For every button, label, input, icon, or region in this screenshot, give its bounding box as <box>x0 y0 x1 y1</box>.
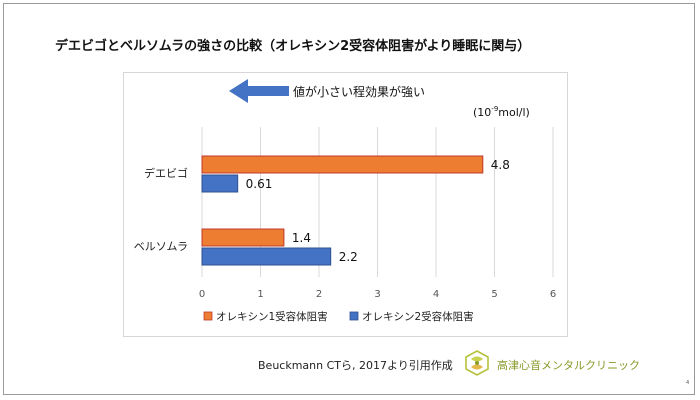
chart-panel: 値が小さい程効果が強い (10-9mol/l) 0 1 2 3 4 5 6 デエビゴ 4.8 0.… <box>123 72 568 337</box>
slide-frame <box>3 3 695 395</box>
data-label: 1.4 <box>292 231 311 245</box>
x-tick-label: 6 <box>550 289 556 300</box>
legend-label-0: オレキシン1受容体阻害 <box>216 310 328 323</box>
unit-suffix: mol/l) <box>498 106 530 119</box>
x-tick-label: 3 <box>374 289 380 300</box>
unit-exponent: -9 <box>491 105 498 113</box>
x-tick-label: 2 <box>316 289 322 300</box>
bar-1-0 <box>201 228 285 247</box>
legend-swatch-0 <box>203 311 213 321</box>
x-tick-label: 5 <box>491 289 497 300</box>
bar-chart: 値が小さい程効果が強い (10-9mol/l) 0 1 2 3 4 5 6 デエビゴ 4.8 0.… <box>134 79 556 323</box>
legend-swatch-1 <box>349 311 359 321</box>
bar-1-1 <box>201 247 332 266</box>
x-tick-label: 1 <box>257 289 263 300</box>
bar-0-1 <box>201 174 239 193</box>
category-label: ベルソムラ <box>134 240 188 253</box>
unit-label: (10-9mol/l) <box>473 105 530 119</box>
left-arrow-icon <box>229 79 289 103</box>
unit-prefix: (10 <box>473 106 491 119</box>
data-label: 2.2 <box>339 250 358 264</box>
bar-0-0 <box>201 155 484 174</box>
chart-title: デエビゴとベルソムラの強さの比較（オレキシン2受容体阻害がより睡眠に関与） <box>55 39 531 54</box>
x-tick-label: 4 <box>433 289 439 300</box>
clinic-logo-icon <box>465 350 489 376</box>
page-number: 4 <box>686 380 690 386</box>
data-label: 4.8 <box>491 158 510 172</box>
annotation-text: 値が小さい程効果が強い <box>293 84 425 99</box>
clinic-name: 高津心音メンタルクリニック <box>497 359 640 372</box>
x-tick-label: 0 <box>199 289 205 300</box>
legend-label-1: オレキシン2受容体阻害 <box>362 310 474 323</box>
source-citation: Beuckmann CTら, 2017より引用作成 <box>258 359 453 372</box>
data-label: 0.61 <box>246 177 273 191</box>
category-label: デエビゴ <box>144 166 188 180</box>
